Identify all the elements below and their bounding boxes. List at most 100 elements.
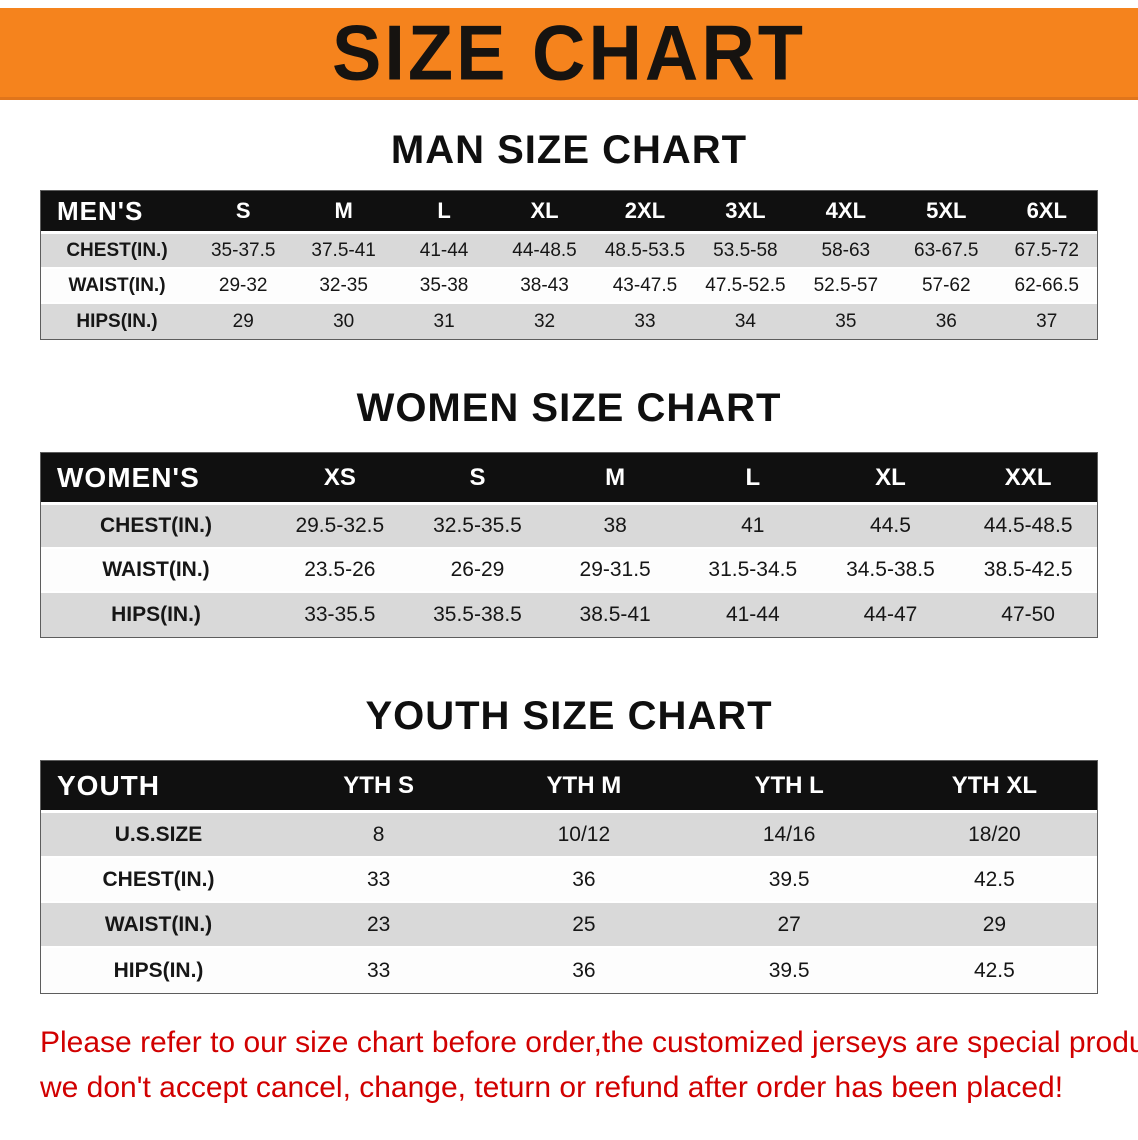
size-value-cell: 48.5-53.5 bbox=[594, 234, 696, 269]
size-value-cell: 29-32 bbox=[193, 269, 294, 304]
size-value-cell: 58-63 bbox=[795, 234, 897, 269]
measurement-label: WAIST(IN.) bbox=[41, 549, 271, 593]
size-value-cell: 35-37.5 bbox=[193, 234, 294, 269]
disclaimer-line-1: Please refer to our size chart before or… bbox=[40, 1026, 1138, 1059]
size-header-cell: L bbox=[683, 453, 822, 505]
size-value-cell: 23.5-26 bbox=[271, 549, 409, 593]
size-value-cell: 44-48.5 bbox=[494, 234, 595, 269]
women-size-chart-heading: WOMEN SIZE CHART bbox=[356, 386, 782, 430]
women-size-section: WOMEN SIZE CHART WOMEN'S XS S M L XL XXL CHEST(… bbox=[0, 386, 1138, 638]
size-value-cell: 39.5 bbox=[686, 858, 892, 903]
size-value-cell: 35-38 bbox=[393, 269, 495, 304]
size-header-cell: XS bbox=[271, 453, 409, 505]
charts-container: MAN SIZE CHART MEN'S S M L XL 2XL 3XL 4XL 5XL 6XL… bbox=[0, 128, 1138, 994]
size-chart-page: SIZE CHART MAN SIZE CHART MEN'S S M L XL 2XL 3… bbox=[0, 8, 1138, 1140]
size-value-cell: 33-35.5 bbox=[304, 603, 376, 626]
size-value-cell: 32 bbox=[533, 310, 556, 332]
table-row: CHEST(IN.) 35-37.5 37.5-41 41-44 44-48.5 48.5… bbox=[41, 234, 1097, 269]
banner: SIZE CHART bbox=[0, 8, 1138, 100]
size-value-cell: 35 bbox=[835, 310, 857, 332]
size-header-cell: L bbox=[393, 191, 495, 234]
size-value-cell: 36 bbox=[481, 858, 687, 903]
size-header-cell: 4XL bbox=[795, 191, 897, 234]
size-value-cell: 27 bbox=[686, 903, 892, 948]
size-value-cell: 41 bbox=[683, 505, 822, 549]
size-header-cell: YTH XL bbox=[891, 761, 1097, 813]
youth-size-table: YOUTH YTH S YTH M YTH L YTH XL U.S.SIZE 8 10/12… bbox=[40, 760, 1098, 994]
size-header-cell: S bbox=[193, 191, 294, 234]
size-value-cell: 18/20 bbox=[891, 813, 1097, 858]
size-value-cell: 41-44 bbox=[725, 603, 780, 626]
size-value-cell: 34 bbox=[734, 310, 756, 332]
size-value-cell: 43-47.5 bbox=[594, 269, 696, 304]
size-header-cell: XL bbox=[494, 191, 595, 234]
size-value-cell: 57-62 bbox=[896, 269, 997, 304]
size-value-cell: 44.5-48.5 bbox=[959, 505, 1097, 549]
size-value-cell: 33 bbox=[634, 310, 656, 332]
size-value-cell: 52.5-57 bbox=[795, 269, 897, 304]
size-value-cell: 34.5-38.5 bbox=[821, 549, 960, 593]
table-row: WAIST(IN.) 23 25 27 29 bbox=[41, 903, 1097, 948]
size-header-cell: M bbox=[293, 191, 394, 234]
youth-size-section: YOUTH SIZE CHART YOUTH YTH S YTH M YTH L YTH… bbox=[0, 694, 1138, 994]
size-value-cell: 47.5-52.5 bbox=[695, 269, 796, 304]
size-value-cell: 37 bbox=[1036, 310, 1058, 332]
size-value-cell: 39.5 bbox=[768, 958, 810, 982]
size-value-cell: 29 bbox=[891, 903, 1097, 948]
size-value-cell: 42.5 bbox=[973, 958, 1015, 982]
size-value-cell: 35.5-38.5 bbox=[433, 603, 522, 626]
table-header-row: WOMEN'S XS S M L XL XXL bbox=[41, 453, 1097, 505]
size-value-cell: 38.5-41 bbox=[579, 603, 651, 626]
size-value-cell: 44.5 bbox=[821, 505, 960, 549]
size-value-cell: 63-67.5 bbox=[896, 234, 997, 269]
measurement-label: CHEST(IN.) bbox=[41, 858, 276, 903]
table-row: U.S.SIZE 8 10/12 14/16 18/20 bbox=[41, 813, 1097, 858]
measurement-label: WAIST(IN.) bbox=[41, 269, 193, 304]
measurement-label: HIPS(IN.) bbox=[111, 603, 201, 626]
measurement-label: CHEST(IN.) bbox=[41, 234, 193, 269]
disclaimer: Please refer to our size chart before or… bbox=[40, 1020, 1138, 1110]
size-header-cell: 5XL bbox=[896, 191, 997, 234]
table-row: HIPS(IN.) 33-35.5 35.5-38.5 38.5-41 41-44 44-… bbox=[41, 593, 1097, 637]
size-value-cell: 53.5-58 bbox=[695, 234, 796, 269]
size-value-cell: 8 bbox=[276, 813, 482, 858]
size-value-cell: 36 bbox=[935, 310, 957, 332]
table-row: WAIST(IN.) 23.5-26 26-29 29-31.5 31.5-34.5 34… bbox=[41, 549, 1097, 593]
measurement-label: HIPS(IN.) bbox=[113, 958, 204, 982]
women-size-table: WOMEN'S XS S M L XL XXL CHEST(IN.) 29.5-32.5 32.5… bbox=[40, 452, 1098, 638]
size-value-cell: 38 bbox=[546, 505, 684, 549]
table-title-cell: YOUTH bbox=[41, 761, 276, 813]
size-header-cell: S bbox=[408, 453, 547, 505]
table-row: HIPS(IN.) 29 30 31 32 33 34 35 36 37 bbox=[41, 304, 1097, 339]
size-value-cell: 32.5-35.5 bbox=[408, 505, 547, 549]
size-header-cell: 6XL bbox=[996, 191, 1097, 234]
measurement-label: HIPS(IN.) bbox=[76, 310, 158, 332]
size-value-cell: 33 bbox=[276, 858, 482, 903]
size-value-cell: 29 bbox=[232, 310, 254, 332]
table-title-cell: WOMEN'S bbox=[41, 453, 271, 505]
size-header-cell: 2XL bbox=[594, 191, 696, 234]
size-header-cell: YTH S bbox=[276, 761, 482, 813]
size-header-cell: M bbox=[546, 453, 684, 505]
page-title: SIZE CHART bbox=[332, 8, 806, 96]
size-header-cell: YTH M bbox=[481, 761, 687, 813]
measurement-label: CHEST(IN.) bbox=[41, 505, 271, 549]
size-value-cell: 41-44 bbox=[393, 234, 495, 269]
measurement-label: U.S.SIZE bbox=[41, 813, 276, 858]
size-value-cell: 42.5 bbox=[891, 858, 1097, 903]
table-title-cell: MEN'S bbox=[41, 191, 193, 234]
size-header-cell: YTH L bbox=[686, 761, 892, 813]
size-value-cell: 29-31.5 bbox=[546, 549, 684, 593]
disclaimer-line-2: we don't accept cancel, change, teturn o… bbox=[40, 1071, 1064, 1104]
youth-size-chart-heading: YOUTH SIZE CHART bbox=[365, 694, 773, 738]
size-value-cell: 44-47 bbox=[863, 603, 918, 626]
size-header-cell: 3XL bbox=[695, 191, 796, 234]
size-value-cell: 25 bbox=[481, 903, 687, 948]
men-size-table: MEN'S S M L XL 2XL 3XL 4XL 5XL 6XL CHEST(IN.) 35-37… bbox=[40, 190, 1098, 340]
size-value-cell: 29.5-32.5 bbox=[271, 505, 409, 549]
table-header-row: YOUTH YTH S YTH M YTH L YTH XL bbox=[41, 761, 1097, 813]
size-value-cell: 67.5-72 bbox=[996, 234, 1097, 269]
size-value-cell: 14/16 bbox=[686, 813, 892, 858]
size-value-cell: 32-35 bbox=[293, 269, 394, 304]
size-value-cell: 31 bbox=[433, 310, 455, 332]
